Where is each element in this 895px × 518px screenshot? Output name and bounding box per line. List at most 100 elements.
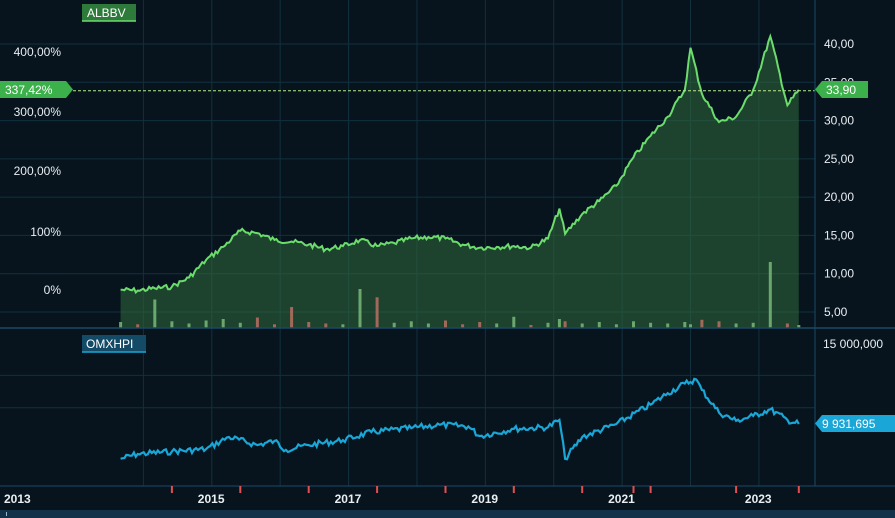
volume-bar — [557, 319, 561, 328]
volume-bar — [580, 323, 584, 328]
event-marker[interactable] — [307, 486, 310, 493]
omxhpi-value-badge: 9 931,695 — [815, 415, 895, 432]
omxhpi-legend-box — [82, 335, 146, 352]
volume-bar — [153, 299, 157, 328]
event-marker[interactable] — [376, 486, 379, 493]
omxhpi-price-axis: 15 000,000 — [823, 337, 883, 351]
volume-bars — [119, 262, 801, 329]
year-tick-label: 2015 — [198, 492, 225, 506]
year-tick-label: 2019 — [471, 492, 498, 506]
price-tick-label: 5,00 — [824, 305, 848, 319]
albbv-price-badge: 33,90 — [815, 81, 868, 98]
volume-bar — [797, 325, 801, 328]
omxhpi-series-line[interactable] — [120, 377, 800, 461]
percent-tick-label: 0% — [44, 283, 62, 297]
percent-tick-label: 300,00% — [14, 105, 62, 119]
albbv-price-badge-shape — [815, 81, 868, 98]
volume-bar — [136, 324, 140, 329]
volume-bar — [546, 322, 550, 329]
volume-bar — [392, 322, 396, 329]
event-marker[interactable] — [170, 486, 173, 493]
volume-bar — [187, 323, 191, 328]
event-marker[interactable] — [735, 486, 738, 493]
volume-bar — [649, 322, 653, 329]
event-marker[interactable] — [649, 486, 652, 493]
event-marker[interactable] — [797, 486, 800, 493]
volume-bar — [358, 289, 362, 328]
time-scrollbar[interactable] — [0, 510, 895, 518]
price-tick-label: 20,00 — [824, 190, 854, 204]
volume-bar — [495, 323, 499, 328]
volume-bar — [290, 307, 294, 328]
left-percent-axis: 400,00% 300,00% 200,00% 100% 0% — [14, 45, 62, 297]
omxhpi-tick-label: 15 000,000 — [823, 337, 883, 351]
volume-bar — [324, 323, 328, 328]
volume-bar — [478, 322, 482, 328]
volume-bar — [375, 297, 379, 328]
time-axis: 2013 2015 2017 2019 2021 2023 — [4, 492, 772, 506]
omxhpi-badge-text: 9 931,695 — [822, 417, 876, 431]
omxhpi-legend-label: OMXHPI — [86, 337, 133, 351]
volume-bar — [529, 325, 533, 328]
volume-bar — [785, 323, 789, 328]
event-marker[interactable] — [444, 486, 447, 493]
volume-bar — [409, 321, 413, 329]
event-marker[interactable] — [512, 486, 515, 493]
percent-change-badge: 337,42% — [0, 81, 73, 98]
albbv-legend[interactable]: ALBBV — [82, 4, 136, 22]
scrollbar-handle[interactable] — [6, 512, 11, 516]
event-marker[interactable] — [239, 486, 242, 493]
volume-bar — [426, 323, 430, 328]
event-marker[interactable] — [632, 486, 635, 493]
volume-bar — [666, 323, 670, 328]
albbv-series-line[interactable] — [120, 33, 800, 295]
volume-bar — [563, 321, 567, 329]
volume-bar — [341, 324, 345, 329]
volume-bar — [512, 316, 516, 329]
volume-bar — [238, 322, 242, 329]
volume-bar — [632, 321, 635, 329]
volume-bar — [444, 320, 447, 328]
albbv-area-fill — [120, 36, 799, 329]
albbv-price-badge-text: 33,90 — [826, 83, 856, 97]
volume-bar — [119, 322, 123, 328]
percent-tick-label: 200,00% — [14, 164, 62, 178]
volume-bar — [273, 324, 276, 329]
volume-bar — [597, 322, 601, 328]
price-tick-label: 15,00 — [824, 228, 854, 242]
volume-bar — [751, 322, 755, 329]
volume-bar — [221, 319, 225, 328]
albbv-legend-label: ALBBV — [87, 6, 126, 20]
year-tick-label: 2021 — [608, 492, 635, 506]
volume-bar — [734, 323, 738, 328]
volume-bar — [689, 324, 692, 329]
percent-tick-label: 400,00% — [14, 45, 62, 59]
volume-bar — [614, 324, 618, 329]
omxhpi-badge-shape — [815, 415, 895, 432]
event-markers — [170, 486, 800, 493]
volume-bar — [307, 322, 311, 328]
price-tick-label: 40,00 — [824, 37, 854, 51]
percent-tick-label: 100% — [30, 225, 61, 239]
year-tick-label: 2013 — [4, 492, 31, 506]
year-tick-label: 2017 — [335, 492, 362, 506]
volume-bar — [700, 319, 704, 329]
volume-bar — [683, 322, 687, 328]
price-tick-label: 25,00 — [824, 152, 854, 166]
price-tick-label: 30,00 — [824, 114, 854, 128]
percent-badge-text: 337,42% — [5, 83, 53, 97]
albbv-legend-box — [82, 4, 136, 21]
volume-bar — [717, 321, 721, 329]
price-tick-label: 10,00 — [824, 267, 854, 281]
volume-bar — [768, 262, 772, 328]
percent-badge-shape — [0, 81, 73, 98]
event-marker[interactable] — [581, 486, 584, 493]
albbv-panel — [119, 33, 801, 329]
year-tick-label: 2023 — [745, 492, 772, 506]
volume-bar — [204, 320, 208, 328]
volume-bar — [170, 321, 174, 329]
volume-bar — [461, 324, 465, 329]
omxhpi-legend[interactable]: OMXHPI — [82, 335, 146, 353]
